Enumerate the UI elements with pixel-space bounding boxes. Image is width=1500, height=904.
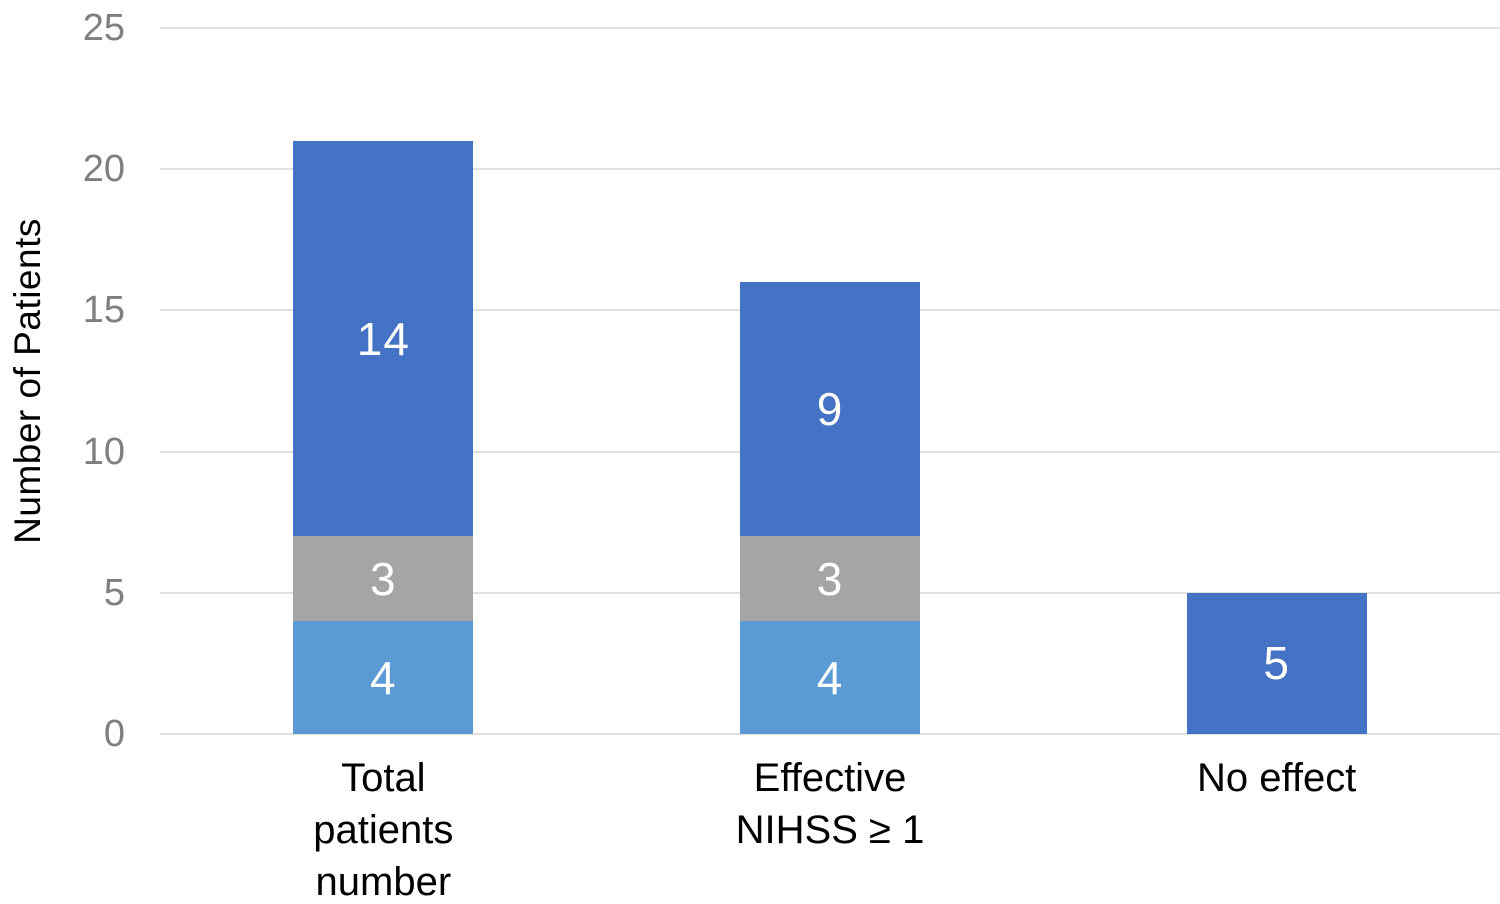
y-tick-label-15: 15 <box>82 289 125 332</box>
data-label: 5 <box>1263 637 1290 690</box>
category-label-1: Total patients number <box>313 756 454 904</box>
bar-segment-light-blue-segment-cat1: 4 <box>293 621 474 734</box>
data-label: 3 <box>370 552 397 605</box>
y-tick-label-0: 0 <box>103 713 125 755</box>
gridline-y-25 <box>160 27 1500 29</box>
data-label: 9 <box>816 383 844 436</box>
data-label: 4 <box>370 651 397 704</box>
gridline-y-0 <box>160 733 1500 735</box>
bar-segment-dark-blue-segment-cat1: 14 <box>293 140 474 537</box>
category-label-3: No effect <box>1196 756 1357 800</box>
y-tick-label-25: 25 <box>82 7 125 49</box>
bar-segment-light-blue-segment-cat2: 4 <box>740 621 920 734</box>
category-label-2: Effective NIHSS ≥ 1 <box>735 756 925 852</box>
bar-segment-gray-segment-cat1: 3 <box>293 536 474 622</box>
bar-segment-dark-blue-segment-cat2: 9 <box>740 282 920 537</box>
y-tick-label-10: 10 <box>82 430 125 473</box>
data-label: 14 <box>356 312 410 365</box>
gridline-y-20 <box>160 168 1500 171</box>
y-tick-label-20: 20 <box>82 148 125 191</box>
bar-segment-gray-segment-cat2: 3 <box>740 536 920 622</box>
data-label: 3 <box>816 552 844 605</box>
y-tick-label-5: 5 <box>103 571 125 614</box>
data-label: 4 <box>816 651 844 704</box>
y-axis-title: Number of Patients <box>7 218 48 544</box>
bar-segment-dark-blue-segment-cat3: 5 <box>1186 592 1367 734</box>
